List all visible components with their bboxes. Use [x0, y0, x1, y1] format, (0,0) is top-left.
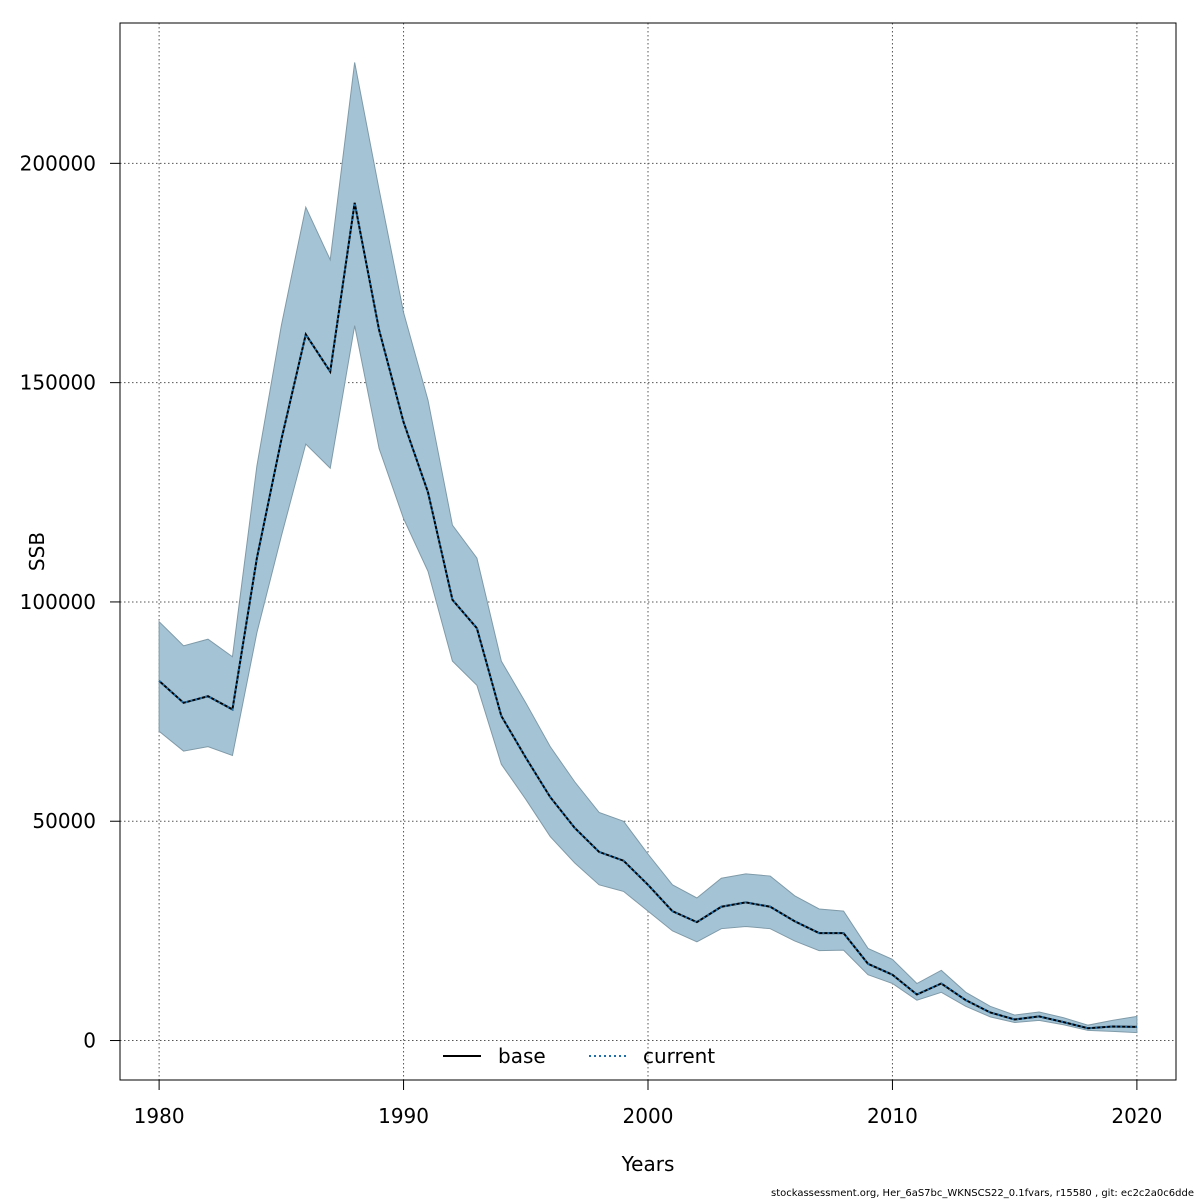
confidence-band-layer [158, 62, 1138, 1034]
legend-label-current: current [643, 1044, 715, 1068]
series-line-base [158, 202, 1137, 1030]
footer-note: stockassessment.org, Her_6aS7bc_WKNSCS22… [770, 1188, 1194, 1199]
series-layer [158, 202, 1137, 1030]
legend-label-base: base [498, 1044, 546, 1068]
x-tick-label: 1980 [134, 1104, 185, 1128]
x-tick-label: 2010 [867, 1104, 918, 1128]
y-tick-label: 100000 [20, 590, 96, 614]
x-tick-label: 1990 [378, 1104, 429, 1128]
y-axis: 0 50000 100000 150000 200000 [20, 151, 121, 1053]
y-tick-label: 0 [83, 1029, 96, 1053]
y-tick-label: 50000 [32, 809, 96, 833]
y-tick-label: 150000 [20, 371, 96, 395]
x-axis-title: Years [621, 1152, 675, 1176]
y-tick-label: 200000 [20, 151, 96, 175]
x-tick-label: 2000 [623, 1104, 674, 1128]
x-tick-label: 2020 [1111, 1104, 1162, 1128]
grid-lines [120, 23, 1176, 1080]
x-axis: 1980 1990 2000 2010 2020 [134, 1079, 1162, 1128]
legend: base current [443, 1044, 715, 1068]
y-axis-title: SSB [25, 532, 49, 571]
confidence-band [158, 62, 1138, 1034]
